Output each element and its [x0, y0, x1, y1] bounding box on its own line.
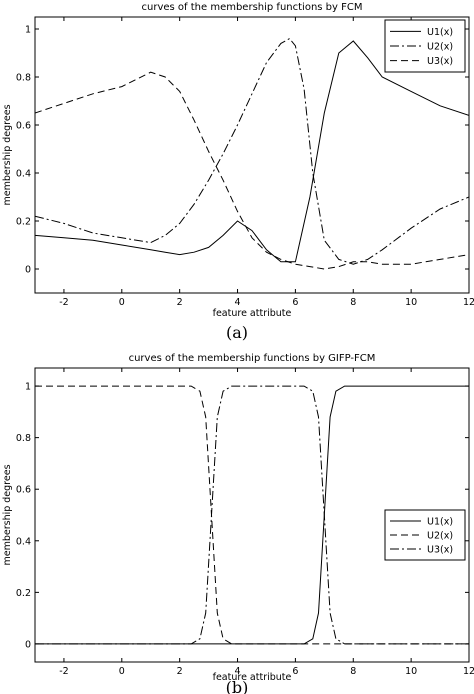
figure-caption: (a) [226, 323, 248, 342]
x-tick-label: 0 [119, 297, 125, 308]
plot-frame [34, 16, 470, 294]
y-tick-label: 0.2 [16, 217, 31, 228]
y-tick-label: 0.2 [16, 588, 31, 599]
y-axis-label: membership degrees [2, 104, 13, 205]
y-tick-label: 1 [25, 25, 31, 36]
x-tick-label: 6 [292, 297, 298, 308]
x-tick-label: -2 [59, 297, 68, 308]
y-tick-label: 0.6 [16, 485, 31, 496]
y-tick-label: 0.8 [16, 433, 31, 444]
x-tick-label: 0 [119, 666, 125, 677]
y-tick-label: 0.8 [16, 73, 31, 84]
legend-label: U2(x) [427, 531, 453, 542]
y-tick-label: 0 [25, 265, 31, 276]
legend-label: U3(x) [427, 56, 453, 67]
x-tick-label: 8 [350, 666, 356, 677]
x-tick-label: 12 [463, 297, 474, 308]
legend-box [384, 509, 466, 561]
chart-panel-a: curves of the membership functions by FC… [2, 2, 474, 342]
x-axis-label: feature attribute [213, 308, 292, 319]
x-tick-label: 2 [177, 666, 183, 677]
legend: U1(x) U2(x) U3(x) [384, 509, 466, 561]
x-tick-label: 4 [235, 666, 241, 677]
legend-label: U3(x) [427, 545, 453, 556]
y-tick-label: 0.4 [16, 536, 31, 547]
chart-title: curves of the membership functions by FC… [142, 2, 363, 13]
series-line-u3x [35, 71, 469, 270]
series-line-u3x [35, 385, 469, 645]
x-tick-label: 8 [350, 297, 356, 308]
chart-panel-b: curves of the membership functions by GI… [2, 353, 474, 694]
series-line-u2x [35, 37, 469, 265]
x-tick-label: 6 [292, 666, 298, 677]
y-tick-label: 0.6 [16, 121, 31, 132]
legend: U1(x) U2(x) U3(x) [384, 19, 466, 73]
y-axis-label: membership degrees [2, 464, 13, 565]
chart-title: curves of the membership functions by GI… [129, 353, 376, 364]
plot-frame [34, 367, 470, 663]
x-tick-label: 12 [463, 666, 474, 677]
figure-caption: (b) [226, 678, 249, 694]
series-line-u1x [35, 40, 469, 263]
x-tick-label: 10 [405, 666, 417, 677]
legend-label: U1(x) [427, 517, 453, 528]
legend-label: U2(x) [427, 42, 453, 53]
legend-label: U1(x) [427, 27, 453, 38]
y-tick-label: 1 [25, 382, 31, 393]
y-tick-label: 0.4 [16, 169, 31, 180]
x-tick-label: 4 [235, 297, 241, 308]
x-tick-label: -2 [59, 666, 68, 677]
x-tick-label: 2 [177, 297, 183, 308]
x-axis-label: feature attribute [213, 672, 292, 683]
y-tick-label: 0 [25, 639, 31, 650]
x-tick-label: 10 [405, 297, 417, 308]
